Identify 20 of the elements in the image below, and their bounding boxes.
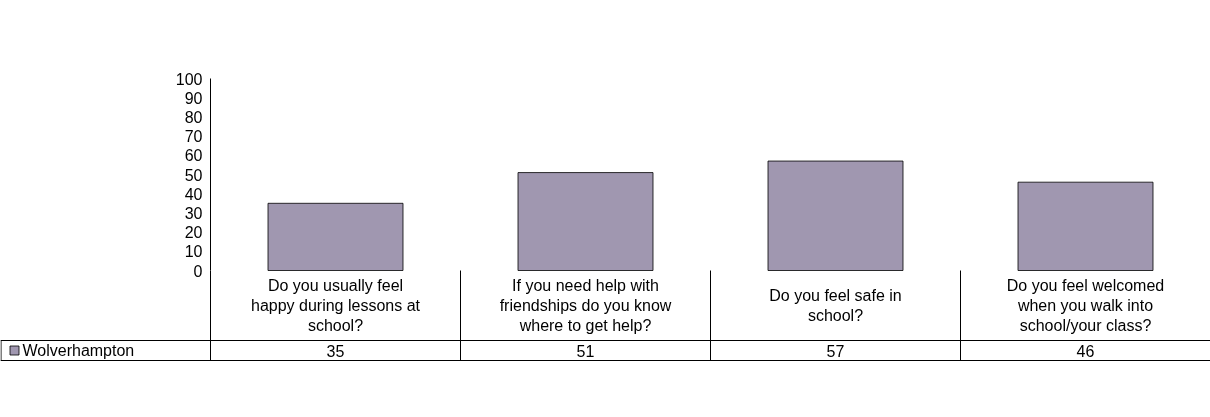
y-tick-label: 80 bbox=[184, 108, 203, 126]
y-tick-label: 10 bbox=[184, 243, 203, 261]
y-tick-label: 20 bbox=[184, 224, 203, 242]
y-tick-label: 50 bbox=[184, 166, 203, 184]
data-label: 57 bbox=[826, 342, 845, 360]
y-tick-label: 30 bbox=[184, 204, 203, 222]
x-tick-label: Do you feel welcomed when you walk into school/your class? bbox=[1006, 276, 1165, 335]
y-tick-label: 90 bbox=[184, 89, 203, 107]
x-tick-label: If you need help with friendships do you know where to get help? bbox=[499, 276, 672, 335]
y-tick-label: 100 bbox=[175, 70, 203, 88]
legend-label: Wolverhampton bbox=[22, 342, 135, 359]
y-tick-label: 0 bbox=[193, 262, 203, 280]
data-label: 51 bbox=[576, 342, 595, 360]
y-tick-label: 40 bbox=[184, 185, 203, 203]
y-tick-label: 60 bbox=[184, 147, 203, 165]
x-tick-label: Do you usually feel happy during lessons at school? bbox=[251, 276, 421, 335]
x-tick-label: Do you feel safe in school? bbox=[769, 286, 902, 325]
data-label: 46 bbox=[1076, 342, 1095, 360]
y-tick-label: 70 bbox=[184, 128, 203, 146]
data-label: 35 bbox=[326, 342, 345, 360]
